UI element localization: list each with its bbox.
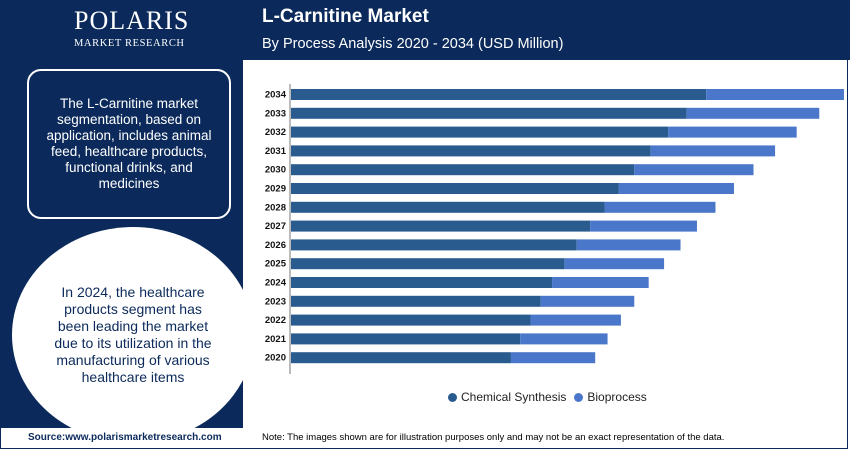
bar-chemical-2020: [291, 352, 511, 364]
legend: Chemical Synthesis Bioprocess: [448, 390, 647, 404]
brand-logo: POLARIS: [74, 6, 190, 35]
legend-label-chemical: Chemical Synthesis: [461, 390, 567, 404]
bar-chemical-2023: [291, 295, 541, 307]
tick-label-2029: 2029: [265, 184, 286, 195]
bar-bioprocess-2033: [686, 107, 820, 119]
legend-item-bioprocess: Bioprocess: [574, 390, 647, 404]
tick-label-2028: 2028: [265, 202, 286, 213]
tick-label-2027: 2027: [265, 221, 286, 232]
bar-chemical-2030: [291, 164, 635, 176]
bar-bioprocess-2029: [618, 183, 734, 194]
bar-chemical-2033: [291, 107, 687, 119]
bar-chemical-2027: [291, 220, 591, 232]
chart-subtitle: By Process Analysis 2020 - 2034 (USD Mil…: [262, 36, 564, 52]
highlight-text: In 2024, the healthcare products segment…: [54, 284, 212, 385]
bar-bioprocess-2021: [520, 333, 608, 345]
bar-bioprocess-2032: [668, 126, 797, 138]
legend-swatch-chemical: [448, 392, 457, 402]
bar-chemical-2034: [291, 89, 707, 100]
legend-label-bioprocess: Bioprocess: [587, 390, 647, 404]
bar-chemical-2029: [291, 183, 619, 194]
brand-tagline: MARKET RESEARCH: [74, 38, 185, 49]
footer-note: Note: The images shown are for illustrat…: [262, 432, 725, 443]
bar-chemical-2025: [291, 258, 565, 270]
bar-bioprocess-2026: [576, 239, 681, 251]
bar-bioprocess-2020: [510, 352, 596, 364]
tick-label-2022: 2022: [265, 315, 286, 326]
bar-bioprocess-2024: [552, 277, 649, 288]
chart-title: L-Carnitine Market: [262, 6, 429, 27]
tick-label-2024: 2024: [265, 278, 287, 289]
legend-swatch-bioprocess: [574, 392, 584, 402]
tick-label-2030: 2030: [265, 165, 286, 176]
bar-bioprocess-2025: [564, 258, 665, 270]
bar-chemical-2031: [291, 145, 651, 157]
tick-label-2026: 2026: [265, 240, 286, 251]
tick-label-2032: 2032: [265, 127, 286, 138]
highlight-circle: In 2024, the healthcare products segment…: [12, 227, 254, 443]
bar-bioprocess-2022: [530, 314, 621, 326]
tick-label-2025: 2025: [265, 259, 287, 270]
footer-source: Source:www.polarismarketresearch.com: [28, 432, 222, 443]
bar-chemical-2021: [291, 333, 521, 345]
tick-label-2034: 2034: [265, 90, 287, 101]
bar-chemical-2028: [291, 201, 605, 213]
bar-bioprocess-2030: [634, 164, 754, 176]
tick-label-2020: 2020: [265, 353, 286, 364]
bar-chemical-2024: [291, 277, 553, 288]
bar-bioprocess-2023: [540, 295, 635, 307]
bar-bioprocess-2031: [650, 145, 776, 157]
tick-labels-group: 2034 2033 2032 2031 2030 2029 2028 2027 2026 2025…: [265, 90, 287, 364]
bar-bioprocess-2028: [604, 201, 716, 213]
header-bar: [0, 0, 850, 60]
bar-chemical-2026: [291, 239, 577, 251]
info-box-text: The L-Carnitine market segmentation, bas…: [46, 96, 212, 191]
info-box: The L-Carnitine market segmentation, bas…: [27, 69, 231, 219]
bars-group: [291, 89, 844, 364]
tick-label-2021: 2021: [265, 334, 287, 345]
tick-label-2031: 2031: [265, 146, 287, 157]
bar-chemical-2022: [291, 314, 531, 326]
bar-chemical-2032: [291, 126, 669, 138]
bar-bioprocess-2034: [706, 89, 844, 100]
bar-bioprocess-2027: [590, 220, 697, 232]
tick-label-2033: 2033: [265, 108, 286, 119]
tick-label-2023: 2023: [265, 296, 286, 307]
legend-item-chemical: Chemical Synthesis: [448, 390, 566, 404]
